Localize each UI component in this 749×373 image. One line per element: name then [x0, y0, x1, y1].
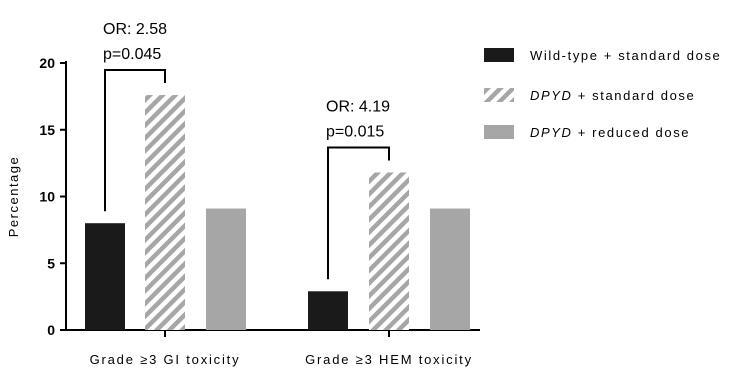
x-tick-label: Grade ≥3 HEM toxicity [305, 352, 473, 367]
legend-label-italic: DPYD [530, 88, 573, 103]
y-tick-label: 10 [39, 189, 55, 205]
annotations: OR: 2.58 p=0.045 OR: 4.19 p=0.015 [103, 21, 390, 280]
legend-label: DPYD + reduced dose [530, 125, 690, 140]
bars [85, 95, 470, 330]
significance-bracket [104, 69, 166, 212]
p-value-label: p=0.045 [103, 46, 161, 63]
x-tick-label: Grade ≥3 GI toxicity [90, 352, 241, 367]
odds-ratio-label: OR: 2.58 [103, 21, 167, 38]
legend-label: Wild-type + standard dose [530, 48, 721, 63]
p-value-label: p=0.015 [326, 123, 384, 140]
legend-swatch [484, 125, 514, 139]
bar [369, 172, 409, 330]
odds-ratio-label: OR: 4.19 [326, 98, 390, 115]
bar [145, 95, 185, 330]
y-tick-label: 15 [39, 122, 55, 138]
y-tick-label: 5 [47, 255, 55, 271]
legend-swatch [484, 88, 514, 102]
y-tick-label: 0 [47, 322, 55, 338]
legend-label: DPYD + standard dose [530, 88, 695, 103]
bar [430, 208, 470, 330]
bar [85, 223, 125, 330]
legend-label-italic: DPYD [530, 125, 573, 140]
legend-swatch [484, 48, 514, 62]
y-axis-label: Percentage [6, 156, 21, 238]
legend: Wild-type + standard dose DPYD + standard… [484, 48, 721, 140]
y-tick-label: 20 [39, 55, 55, 71]
bar [206, 208, 246, 330]
significance-bracket [327, 146, 390, 280]
axes: 0 5 10 15 20 Percentage Grade ≥3 GI toxicity Gr… [6, 55, 480, 367]
legend-label-rest: + standard dose [573, 88, 696, 103]
legend-label-rest: + reduced dose [573, 125, 691, 140]
bar [308, 291, 348, 330]
